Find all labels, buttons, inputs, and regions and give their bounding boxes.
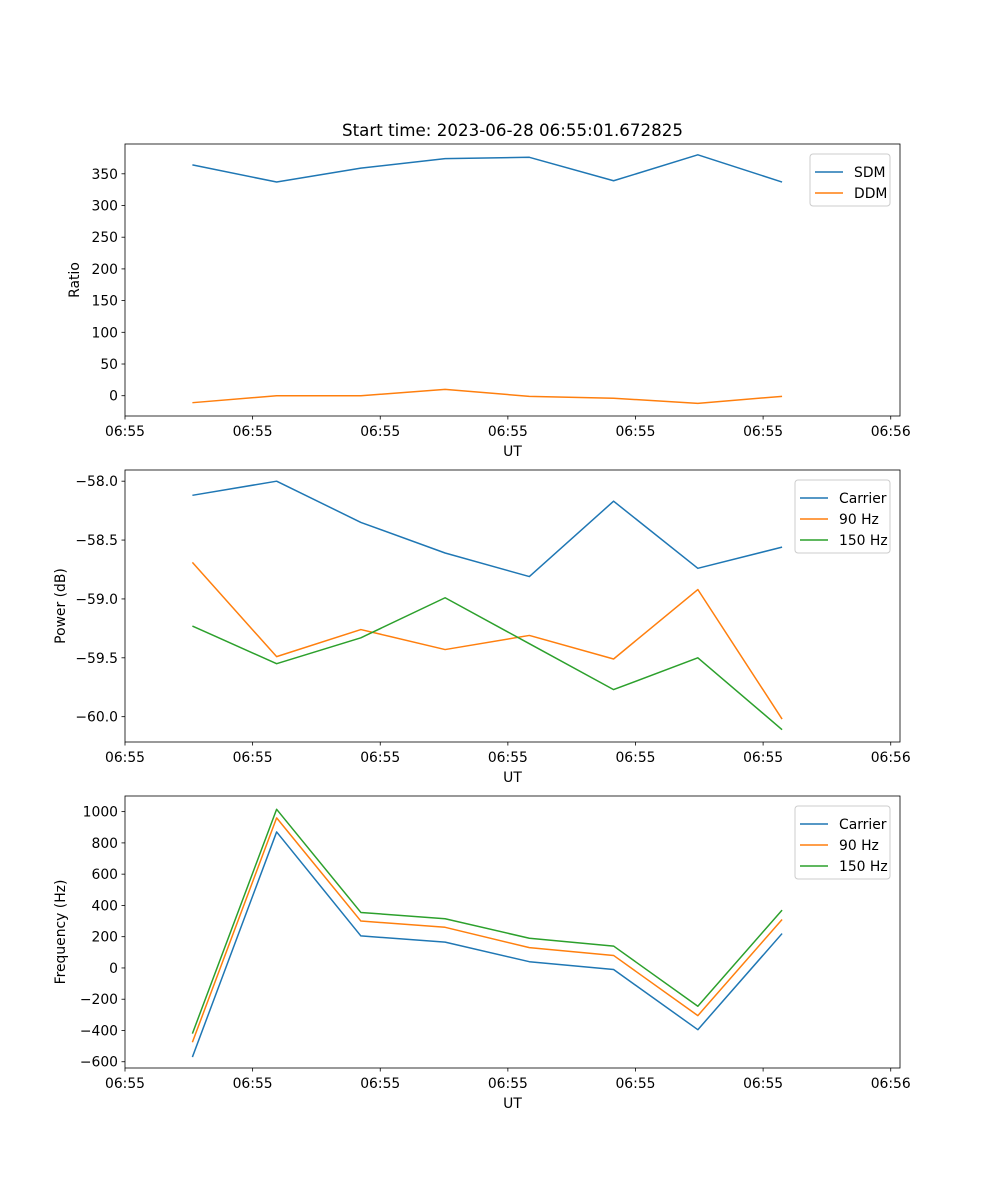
- y-tick-label: −59.0: [75, 592, 118, 608]
- legend: Carrier 90 Hz 150 Hz: [794, 479, 891, 554]
- x-tick-label: 06:55: [743, 424, 783, 440]
- series-line-carrier: [192, 480, 783, 578]
- y-tick-label: 50: [100, 357, 118, 373]
- chart-title: Start time: 2023-06-28 06:55:01.672825: [342, 120, 683, 140]
- series-line-150-hz: [191, 808, 783, 1034]
- x-tick-label: 06:55: [105, 424, 145, 440]
- y-tick-label: 100: [91, 325, 118, 341]
- y-axis-label: Ratio: [67, 262, 83, 298]
- y-tick-label: 800: [91, 836, 118, 852]
- x-tick-label: 06:55: [743, 1076, 783, 1092]
- y-tick-label: 350: [91, 167, 118, 183]
- x-axis-label: UT: [503, 770, 522, 786]
- y-tick-label: 200: [91, 930, 118, 946]
- x-tick-label: 06:55: [360, 424, 400, 440]
- y-tick-label: 250: [91, 230, 118, 246]
- x-tick-label: 06:55: [360, 750, 400, 766]
- y-tick-label: −58.5: [75, 533, 118, 549]
- y-tick-label: 1000: [83, 805, 118, 821]
- x-tick-label: 06:55: [233, 1076, 273, 1092]
- y-tick-label: −58.0: [75, 474, 118, 490]
- y-tick-label: −59.5: [75, 651, 118, 667]
- series-line-ddm: [192, 388, 783, 405]
- x-tick-label: 06:56: [871, 1076, 911, 1092]
- axes-frame: [124, 143, 901, 417]
- y-tick-label: −60.0: [75, 710, 118, 726]
- axes-frame: [124, 795, 901, 1069]
- y-tick-label: −200: [80, 992, 118, 1008]
- x-tick-label: 06:55: [360, 1076, 400, 1092]
- x-tick-label: 06:56: [871, 424, 911, 440]
- x-axis-label: UT: [503, 444, 522, 460]
- x-tick-label: 06:55: [488, 1076, 528, 1092]
- series-line-90-hz: [191, 561, 783, 720]
- y-tick-label: 150: [91, 294, 118, 310]
- legend-label: 90 Hz: [839, 838, 879, 854]
- y-tick-label: −400: [80, 1023, 118, 1039]
- x-tick-label: 06:55: [615, 750, 655, 766]
- plot-2: 06:55 06:55 06:55 06:55 06:55 06:55 06:56 −60.0…: [53, 469, 911, 786]
- series-line-carrier: [191, 831, 783, 1058]
- legend-label: 150 Hz: [839, 533, 888, 549]
- x-tick-label: 06:55: [615, 1076, 655, 1092]
- series-line-150-hz: [192, 597, 783, 731]
- y-tick-label: 400: [91, 898, 118, 914]
- x-tick-label: 06:55: [488, 750, 528, 766]
- series-line-sdm: [192, 154, 783, 183]
- y-tick-label: 600: [91, 867, 118, 883]
- axes-frame: [124, 469, 901, 743]
- x-tick-label: 06:55: [105, 750, 145, 766]
- legend-label: Carrier: [839, 817, 887, 833]
- x-tick-label: 06:55: [488, 424, 528, 440]
- y-tick-label: 200: [91, 262, 118, 278]
- legend: SDM DDM: [809, 153, 891, 207]
- y-tick-label: 0: [109, 389, 118, 405]
- y-axis-label: Power (dB): [53, 568, 69, 644]
- y-axis-label: Frequency (Hz): [53, 880, 69, 985]
- plots: 06:55 06:55 06:55 06:55 06:55 06:55 06:56 0 50 10…: [53, 120, 911, 1112]
- x-tick-label: 06:55: [615, 424, 655, 440]
- legend-label: DDM: [854, 186, 887, 202]
- legend: Carrier 90 Hz 150 Hz: [794, 805, 891, 880]
- x-tick-label: 06:55: [233, 750, 273, 766]
- x-tick-label: 06:56: [871, 750, 911, 766]
- y-tick-label: −600: [80, 1055, 118, 1071]
- series-line-90-hz: [191, 817, 783, 1043]
- legend-label: 150 Hz: [839, 859, 888, 875]
- x-tick-label: 06:55: [105, 1076, 145, 1092]
- plot-3: 06:55 06:55 06:55 06:55 06:55 06:55 06:56 −600 −…: [53, 795, 911, 1112]
- x-tick-label: 06:55: [233, 424, 273, 440]
- x-axis-label: UT: [503, 1096, 522, 1112]
- x-tick-label: 06:55: [743, 750, 783, 766]
- legend-label: Carrier: [839, 491, 887, 507]
- plot-1: 06:55 06:55 06:55 06:55 06:55 06:55 06:56 0 50 10…: [67, 120, 911, 460]
- legend-label: 90 Hz: [839, 512, 879, 528]
- y-tick-label: 300: [91, 199, 118, 215]
- legend-label: SDM: [854, 165, 886, 181]
- y-tick-label: 0: [109, 961, 118, 977]
